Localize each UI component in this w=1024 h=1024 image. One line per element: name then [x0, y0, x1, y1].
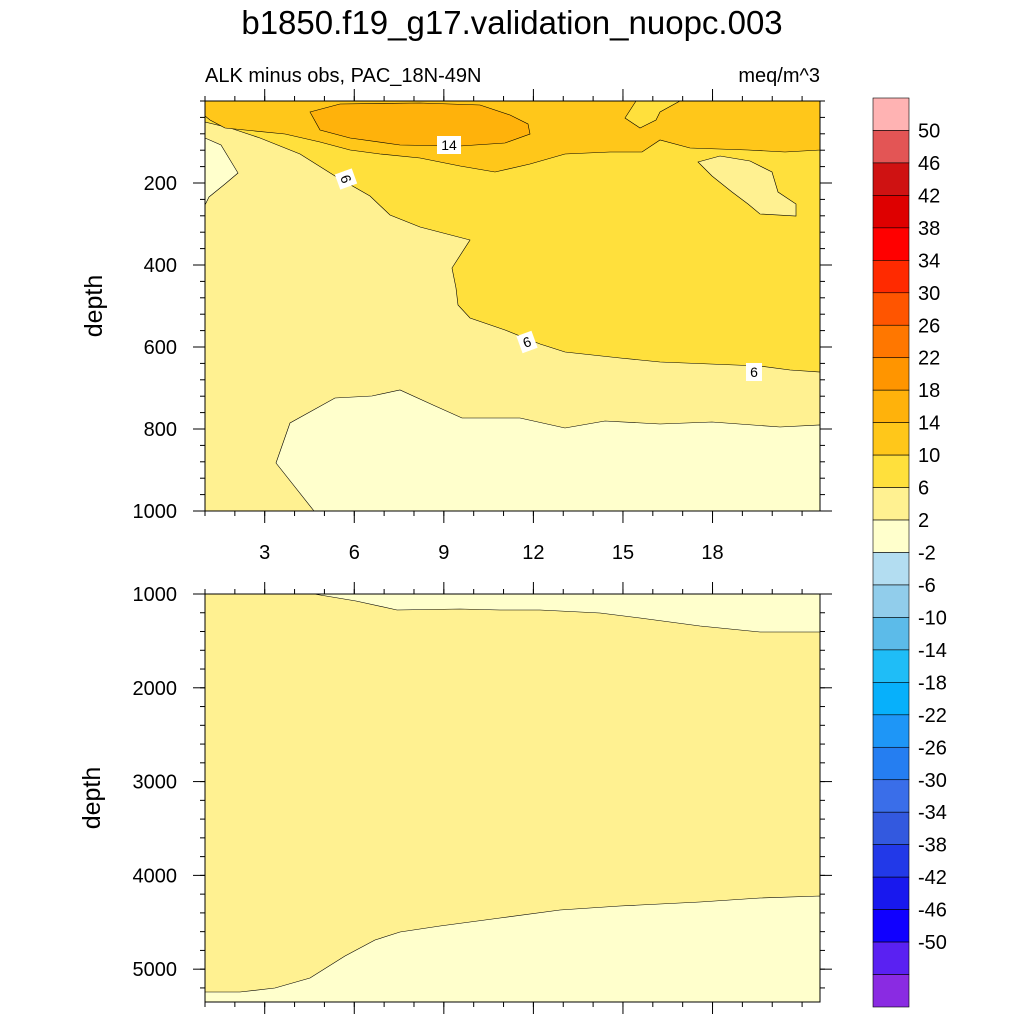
upper-ylabel: depth: [80, 275, 108, 338]
colorbar-label: 30: [918, 283, 940, 305]
y-tick-label: 5000: [133, 959, 178, 981]
colorbar-box: [872, 617, 910, 651]
upper-region-2-6-island: [697, 155, 797, 217]
colorbar-box: [872, 746, 910, 781]
colorbar-box: [872, 162, 910, 196]
colorbar-box: [872, 584, 910, 618]
colorbar-box: [872, 552, 910, 586]
colorbar-box: [872, 844, 910, 878]
colorbar-label: -2: [918, 543, 936, 565]
colorbar-label: 22: [918, 348, 940, 370]
colorbar-label: -42: [918, 867, 947, 889]
colorbar-box: [872, 519, 910, 553]
colorbar-box: [872, 941, 910, 975]
colorbar-label: -46: [918, 900, 947, 922]
y-tick-label: 2000: [133, 678, 178, 700]
y-tick-label: 200: [144, 173, 177, 195]
colorbar-label: 26: [918, 315, 940, 337]
colorbar-label: -38: [918, 835, 947, 857]
colorbar-label: -30: [918, 770, 947, 792]
y-tick-label: 800: [144, 419, 177, 441]
upper-axes: 3 6 9 12 15 18 200 400 600 800 1000: [133, 89, 832, 564]
y-tick-label: 600: [144, 337, 177, 359]
colorbar-label: 14: [918, 413, 940, 435]
colorbar-box: [872, 389, 910, 423]
colorbar-box: [872, 974, 910, 1008]
y-tick-label: 400: [144, 255, 177, 277]
contour-label-14: 14: [441, 137, 457, 153]
upper-panel-frame: [204, 100, 821, 512]
colorbar-label: 18: [918, 380, 940, 402]
colorbar-box: [872, 324, 910, 359]
colorbar-box: [872, 649, 910, 683]
colorbar-box: [872, 454, 910, 488]
colorbar-box: [872, 714, 910, 748]
colorbar-label: -6: [918, 575, 936, 597]
colorbar-label: 10: [918, 445, 940, 467]
contour-label-bg-6-b: [516, 330, 538, 354]
lower-ylabel: depth: [78, 767, 106, 830]
colorbar-box: [872, 357, 910, 391]
colorbar-box: [872, 97, 910, 131]
colorbar-label: -10: [918, 607, 947, 629]
chart-subtitle-right: meq/m^3: [738, 65, 820, 87]
colorbar-box: [872, 227, 910, 261]
colorbar-label: 2: [918, 510, 929, 532]
colorbar-box: [872, 260, 910, 294]
contour-label-bg-6-c: [746, 363, 762, 381]
colorbar-box: [872, 130, 910, 164]
colorbar-label: 46: [918, 153, 940, 175]
y-tick-label: 3000: [133, 772, 178, 794]
chart-subtitle-left: ALK minus obs, PAC_18N-49N: [205, 65, 481, 87]
colorbar-label: 34: [918, 250, 940, 272]
colorbar-label: 6: [918, 478, 929, 500]
y-tick-label: 4000: [133, 865, 178, 887]
upper-region-14-18: [309, 102, 531, 147]
lower-panel-frame: [204, 593, 821, 1003]
x-tick-label: 6: [349, 542, 360, 564]
lower-panel: [204, 593, 821, 1003]
x-tick-label: 15: [612, 542, 634, 564]
x-tick-label: 12: [522, 542, 544, 564]
contour-label-6-c: 6: [750, 364, 758, 380]
colorbar-label: -26: [918, 737, 947, 759]
contour-label-bg-14: [437, 136, 461, 154]
upper-region-minus2-2: [275, 389, 821, 512]
colorbar: 50 46 42 38 34 30 26 22 18 14 10 6 2 -2 -6 -10 -14 -18 -22…: [872, 97, 947, 1008]
colorbar-box: [872, 195, 910, 229]
colorbar-label: 42: [918, 185, 940, 207]
x-tick-label: 3: [259, 542, 270, 564]
colorbar-box: [872, 292, 910, 326]
colorbar-label: -18: [918, 672, 947, 694]
contour-label-bg-6-a: [334, 168, 358, 190]
colorbar-box: [872, 682, 910, 716]
colorbar-box: [872, 811, 910, 845]
colorbar-label: -22: [918, 705, 947, 727]
colorbar-box: [872, 487, 910, 521]
colorbar-box: [872, 422, 910, 456]
colorbar-label: -14: [918, 640, 947, 662]
colorbar-box: [872, 779, 910, 813]
colorbar-label: -50: [918, 932, 947, 954]
y-tick-label: 1000: [133, 584, 178, 606]
upper-panel: 14 6 6 6: [204, 100, 821, 512]
colorbar-label: -34: [918, 802, 947, 824]
colorbar-box: [872, 876, 910, 910]
lower-axes: 1000 2000 3000 4000 5000: [133, 582, 832, 1014]
x-tick-label: 18: [701, 542, 723, 564]
y-tick-label: 1000: [133, 501, 178, 523]
colorbar-label: 38: [918, 218, 940, 240]
chart-title: b1850.f19_g17.validation_nuopc.003: [241, 4, 782, 41]
colorbar-label: 50: [918, 120, 940, 142]
colorbar-box: [872, 909, 910, 943]
x-tick-label: 9: [438, 542, 449, 564]
